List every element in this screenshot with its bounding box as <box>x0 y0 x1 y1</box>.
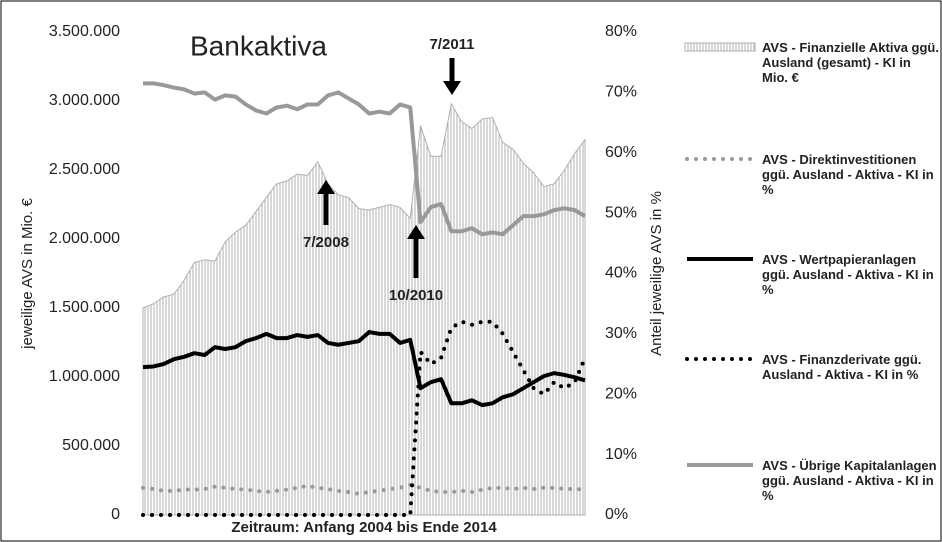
y2-tick-label: 20% <box>605 385 637 402</box>
line <box>143 81 587 237</box>
y2-axis-title: Anteil jeweilige AVS in % <box>648 191 665 356</box>
y2-tick-label: 60% <box>605 144 637 161</box>
y-tick-label: 1.000.000 <box>49 368 120 385</box>
x-axis-title: Zeitraum: Anfang 2004 bis Ende 2014 <box>231 519 497 536</box>
annotation: 7/2008 <box>303 234 349 251</box>
legend-label: AVS - Wertpapieranlagen ggü. Ausland - A… <box>762 252 934 297</box>
y2-tick-label: 10% <box>605 446 637 463</box>
y-tick-label: 0 <box>111 506 120 523</box>
line <box>142 330 586 408</box>
y2-tick-label: 80% <box>605 23 637 40</box>
y-tick-label: 2.500.000 <box>49 161 120 178</box>
y2-tick-label: 30% <box>605 325 637 342</box>
legend-label: AVS - Finanzderivate ggü. Ausland - Akti… <box>762 352 922 382</box>
y2-tick-label: 0% <box>605 506 628 523</box>
y2-tick-label: 40% <box>605 265 637 282</box>
y-tick-label: 500.000 <box>62 437 120 454</box>
legend-swatch <box>684 42 756 52</box>
annotation: 7/2011 <box>429 36 474 53</box>
y-tick-label: 2.000.000 <box>49 230 120 247</box>
line <box>141 482 587 496</box>
y-tick-label: 1.500.000 <box>49 299 120 316</box>
y-axis-title: jeweilige AVS in Mio. € <box>19 198 36 350</box>
annotation-arrowhead <box>407 225 425 239</box>
annotation-arrowhead <box>317 180 335 194</box>
y-tick-label: 3.000.000 <box>49 92 120 109</box>
y-tick-label: 3.500.000 <box>49 23 120 40</box>
legend-label: AVS - Finanzielle Aktiva ggü. Ausland (g… <box>762 40 939 85</box>
area <box>142 102 586 516</box>
y2-tick-label: 50% <box>605 204 637 221</box>
line <box>141 319 587 517</box>
legend-label: AVS - Direktinvestitionen ggü. Ausland -… <box>762 152 934 197</box>
annotation: 10/2010 <box>389 287 443 304</box>
legend-label: AVS - Übrige Kapitalanlagen ggü. Ausland… <box>762 458 937 503</box>
y2-tick-label: 70% <box>605 84 637 101</box>
chart-title: Bankaktiva <box>190 30 327 61</box>
annotation-arrowhead <box>443 81 461 95</box>
